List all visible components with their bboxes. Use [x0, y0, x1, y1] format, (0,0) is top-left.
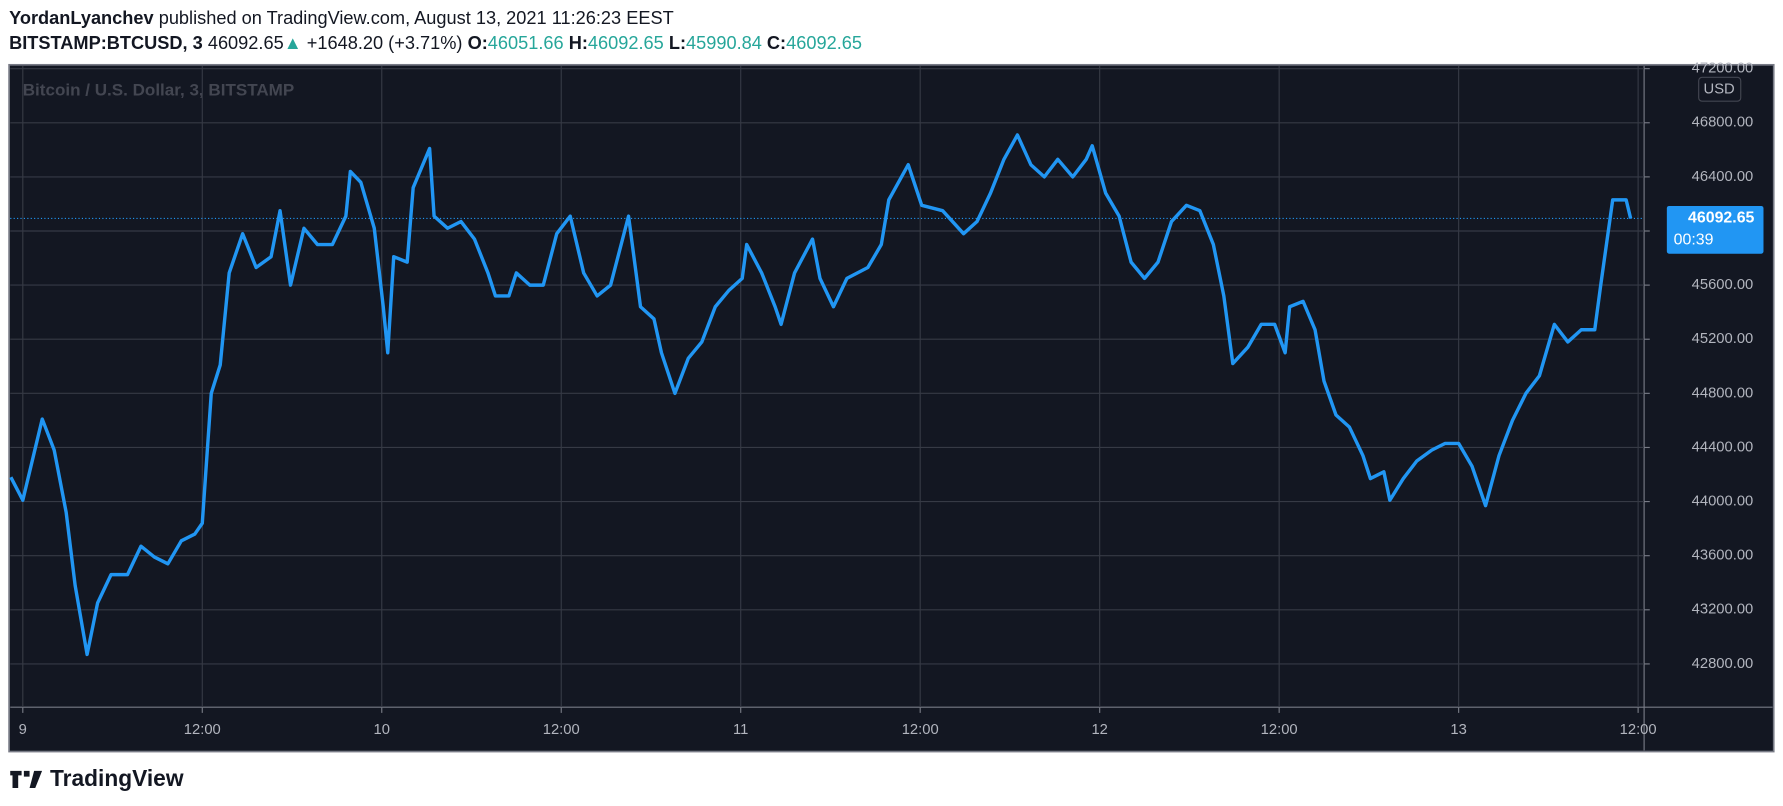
- watermark: Bitcoin / U.S. Dollar, 3, BITSTAMP: [23, 80, 295, 99]
- y-tick-label: 47200.00: [1692, 61, 1754, 77]
- arrow: ▲: [284, 33, 302, 53]
- axis-labels: 42800.00 43200.00 43600.00 44000.00 44400.00…: [19, 61, 1764, 738]
- x-tick-label: 12:00: [184, 722, 221, 738]
- canvas: YordanLyanchev published on TradingView.…: [8, 8, 1775, 791]
- y-tick-label: 43600.00: [1692, 548, 1754, 564]
- logo: TradingView: [50, 765, 184, 791]
- price: 46092.65: [208, 33, 284, 53]
- last-price-label: 46092.65: [1688, 210, 1754, 227]
- y-tick-label: 44800.00: [1692, 385, 1754, 401]
- last-price-box: [1666, 205, 1764, 254]
- price-line: [9, 133, 1633, 657]
- logo-icon: [10, 770, 43, 788]
- ohlc-label: O:: [468, 33, 488, 53]
- y-tick-label: 44400.00: [1692, 439, 1754, 455]
- y-tick-label: 45200.00: [1692, 331, 1754, 347]
- x-tick-label: 11: [733, 722, 748, 738]
- published: published on TradingView.com, August 13,…: [159, 8, 674, 28]
- x-tick-label: 12:00: [1620, 722, 1657, 738]
- x-tick-label: 12: [1091, 722, 1107, 738]
- author: YordanLyanchev: [9, 8, 154, 28]
- plot: [9, 133, 1645, 657]
- chart-frame: [8, 63, 1775, 753]
- ohlc-label: L:: [669, 33, 686, 53]
- currency: USD: [1704, 82, 1735, 98]
- symbol: BITSTAMP:BTCUSD, 3: [9, 33, 203, 53]
- ohlc-value: 45990.84: [686, 33, 762, 53]
- y-tick-label: 45600.00: [1692, 277, 1754, 293]
- countdown: 00:39: [1674, 231, 1714, 248]
- ohlc-value: 46092.65: [786, 33, 862, 53]
- x-tick-label: 12:00: [1261, 722, 1298, 738]
- y-tick-label: 46800.00: [1692, 115, 1754, 131]
- ohlc-value: 46092.65: [588, 33, 664, 53]
- currency-box: [1698, 76, 1742, 102]
- x-tick-label: 12:00: [902, 722, 939, 738]
- grid: [10, 65, 1645, 708]
- x-tick-label: 9: [19, 722, 27, 738]
- y-tick-label: 46400.00: [1692, 169, 1754, 185]
- header-line-2: BITSTAMP:BTCUSD, 3 46092.65▲ +1648.20 (+…: [9, 33, 862, 53]
- change: +1648.20 (+3.71%): [307, 33, 463, 53]
- x-tick-label: 10: [374, 722, 390, 738]
- x-tick-label: 12:00: [543, 722, 580, 738]
- y-tick-label: 42800.00: [1692, 656, 1754, 672]
- header-line-1: YordanLyanchev published on TradingView.…: [9, 8, 674, 28]
- ohlc-value: 46051.66: [488, 33, 564, 53]
- y-tick-label: 43200.00: [1692, 602, 1754, 618]
- ohlc-label: H:: [569, 33, 588, 53]
- y-tick-label: 44000.00: [1692, 493, 1754, 509]
- ohlc-label: C:: [767, 33, 786, 53]
- x-tick-label: 13: [1450, 722, 1466, 738]
